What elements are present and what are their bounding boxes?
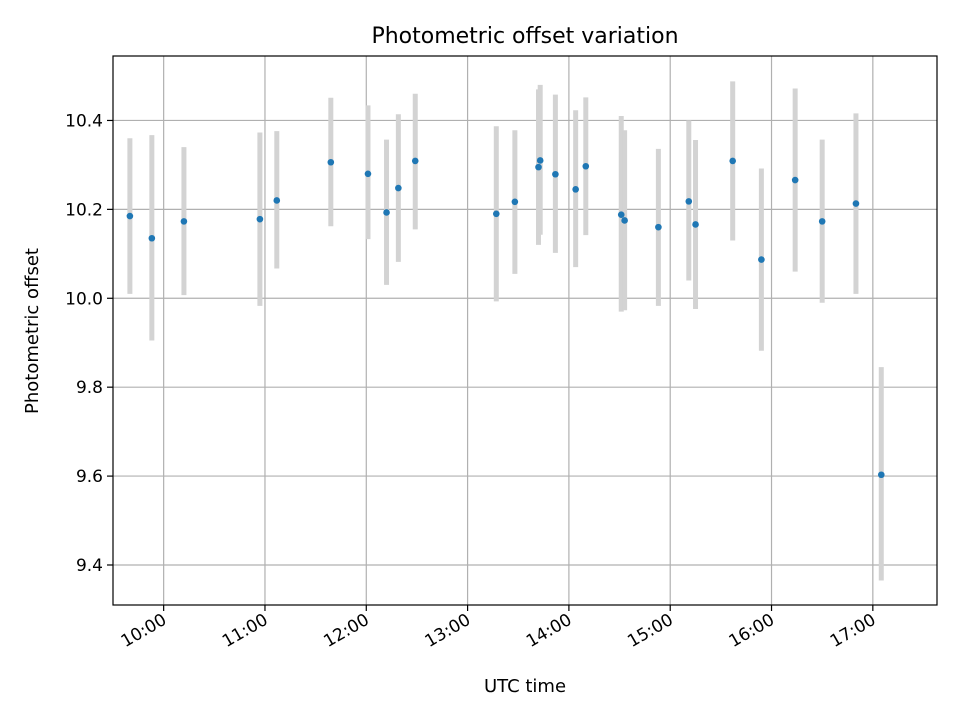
data-point — [877, 471, 885, 479]
y-axis-ticks: 9.4 9.6 9.8 10.0 10.2 10.4 — [65, 111, 113, 576]
data-point — [511, 198, 519, 206]
data-point — [852, 200, 860, 207]
chart-title: Photometric offset variation — [371, 24, 678, 49]
data-point — [655, 223, 662, 231]
data-point — [126, 212, 134, 220]
data-point — [685, 198, 693, 205]
data-point — [536, 157, 544, 164]
data-point — [572, 186, 579, 193]
y-tick-label: 9.4 — [76, 556, 103, 576]
y-tick-label: 10.2 — [65, 200, 103, 220]
y-tick-label: 10.4 — [65, 111, 103, 131]
data-point — [582, 162, 590, 170]
data-point — [791, 176, 799, 184]
data-point — [552, 170, 559, 178]
y-tick-label: 9.8 — [76, 378, 103, 398]
data-points — [126, 157, 885, 479]
data-point — [692, 221, 699, 228]
data-point — [273, 197, 281, 204]
y-tick-label: 10.0 — [65, 289, 103, 309]
data-point — [383, 209, 390, 216]
data-point — [621, 217, 628, 224]
data-point — [535, 163, 542, 171]
plot-frame — [112, 55, 938, 606]
data-point — [180, 218, 188, 225]
data-point — [327, 158, 335, 166]
data-point — [818, 218, 826, 225]
y-axis-label: Photometric offset — [22, 248, 43, 414]
data-point — [758, 256, 765, 263]
grid-lines — [113, 56, 937, 605]
data-point — [411, 157, 419, 165]
data-point — [256, 215, 264, 223]
data-point — [364, 170, 372, 178]
data-point — [617, 211, 625, 218]
data-point — [729, 157, 736, 165]
data-point — [492, 210, 500, 218]
data-point — [148, 234, 156, 242]
x-axis-label: UTC time — [484, 676, 566, 697]
y-tick-label: 9.6 — [76, 467, 103, 487]
data-point — [395, 184, 402, 192]
